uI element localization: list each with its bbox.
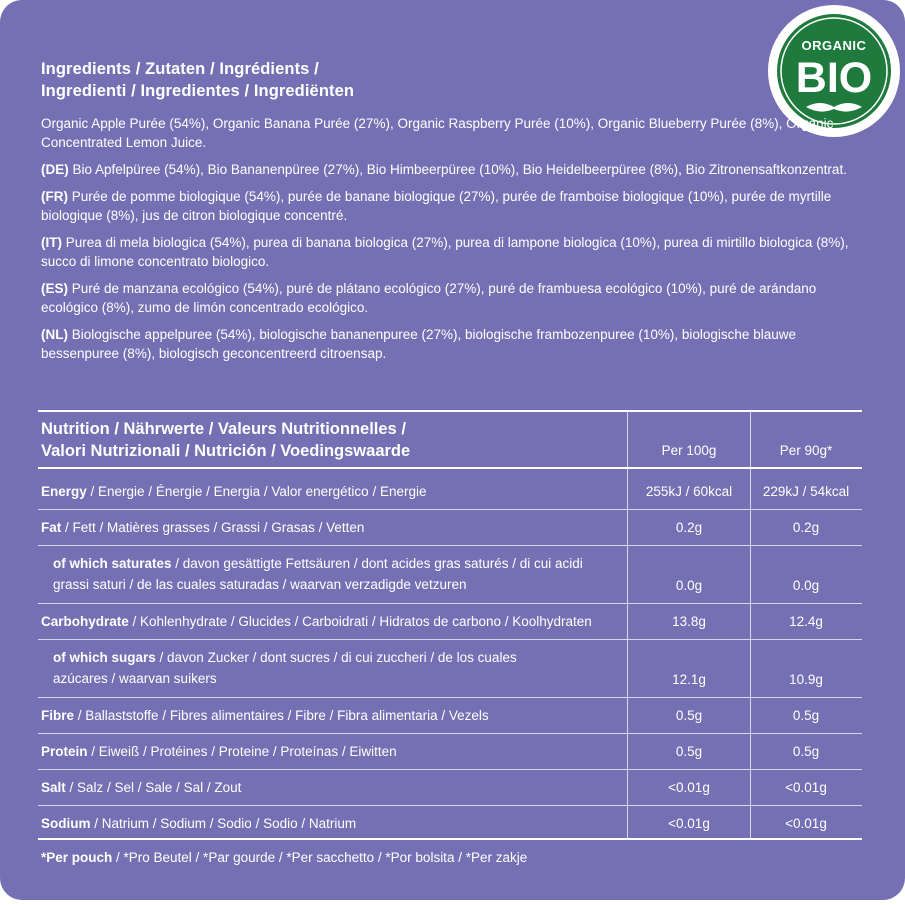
table-bottom-rule <box>38 838 862 840</box>
ingredients-heading-line1: Ingredients / Zutaten / Ingrédients / <box>41 60 319 78</box>
ingredients-list: Organic Apple Purée (54%), Organic Banan… <box>41 114 871 371</box>
ingredients-de: (DE) Bio Apfelpüree (54%), Bio Bananenpü… <box>41 162 847 177</box>
row-divider <box>38 697 862 698</box>
row-fibre-label: Fibre / Ballaststoffe / Fibres alimentai… <box>41 708 489 723</box>
ingredients-fr: (FR) Purée de pomme biologique (54%), pu… <box>41 189 832 223</box>
row-fibre-per100: 0.5g <box>675 708 703 723</box>
row-sodium-per90: <0.01g <box>785 816 827 831</box>
column-divider-2 <box>750 411 751 839</box>
row-divider <box>38 603 862 604</box>
row-salt-per100: <0.01g <box>668 780 710 795</box>
row-saturates-per100: 0.0g <box>675 578 703 593</box>
column-header-per-100g: Per 100g <box>661 443 717 458</box>
table-top-rule <box>38 410 862 412</box>
row-sugars-per100: 12.1g <box>672 672 706 687</box>
row-fat-per100: 0.2g <box>675 520 703 535</box>
footnote: *Per pouch / *Pro Beutel / *Par gourde /… <box>41 850 528 865</box>
ingredients-it: (IT) Purea di mela biologica (54%), pure… <box>41 235 849 269</box>
row-divider <box>38 805 862 806</box>
row-sugars-label: of which sugars / davon Zucker / dont su… <box>53 650 517 686</box>
row-sodium-per100: <0.01g <box>668 816 710 831</box>
ingredients-heading: Ingredients / Zutaten / Ingrédients / In… <box>41 58 354 102</box>
row-carbohydrate-label: Carbohydrate / Kohlenhydrate / Glucides … <box>41 614 592 629</box>
row-protein-label: Protein / Eiweiß / Protéines / Proteine … <box>41 744 397 759</box>
row-salt-label: Salt / Salz / Sel / Sale / Sal / Zout <box>41 780 242 795</box>
nutrition-heading-line1: Nutrition / Nährwerte / Valeurs Nutritio… <box>41 420 406 438</box>
row-salt-per90: <0.01g <box>785 780 827 795</box>
row-fibre-per90: 0.5g <box>792 708 820 723</box>
organic-bio-badge: ORGANIC BIO <box>768 5 900 137</box>
row-energy-label: Energy / Energie / Énergie / Energia / V… <box>41 484 427 499</box>
row-sugars-per90: 10.9g <box>789 672 823 687</box>
row-divider <box>38 769 862 770</box>
row-divider <box>38 639 862 640</box>
row-saturates-per90: 0.0g <box>792 578 820 593</box>
ingredients-en: Organic Apple Purée (54%), Organic Banan… <box>41 116 834 150</box>
row-divider <box>38 545 862 546</box>
row-energy-per100: 255kJ / 60kcal <box>645 484 733 499</box>
row-carbohydrate-per90: 12.4g <box>789 614 823 629</box>
column-divider-1 <box>627 411 628 839</box>
row-sodium-label: Sodium / Natrium / Sodium / Sodio / Sodi… <box>41 816 357 831</box>
row-divider <box>38 733 862 734</box>
row-carbohydrate-per100: 13.8g <box>672 614 706 629</box>
row-saturates-label: of which saturates / davon gesättigte Fe… <box>53 556 583 592</box>
row-fat-label: Fat / Fett / Matières grasses / Grassi /… <box>41 520 365 535</box>
row-divider <box>38 509 862 510</box>
ingredients-heading-line2: Ingredienti / Ingredientes / Ingrediënte… <box>41 82 355 100</box>
row-protein-per100: 0.5g <box>675 744 703 759</box>
ingredients-es: (ES) Puré de manzana ecológico (54%), pu… <box>41 281 817 315</box>
column-header-per-90g: Per 90g* <box>779 443 833 458</box>
badge-bio-text: BIO <box>796 54 872 102</box>
nutrition-heading-line2: Valori Nutrizionali / Nutrición / Voedin… <box>41 442 411 460</box>
ingredients-nl: (NL) Biologische appelpuree (54%), biolo… <box>41 327 796 361</box>
row-protein-per90: 0.5g <box>792 744 820 759</box>
nutrition-heading: Nutrition / Nährwerte / Valeurs Nutritio… <box>41 418 410 462</box>
row-energy-per90: 229kJ / 54kcal <box>762 484 850 499</box>
row-fat-per90: 0.2g <box>792 520 820 535</box>
badge-organic-text: ORGANIC <box>802 38 867 53</box>
leaf-icon <box>806 103 862 112</box>
header-rule <box>38 467 862 469</box>
